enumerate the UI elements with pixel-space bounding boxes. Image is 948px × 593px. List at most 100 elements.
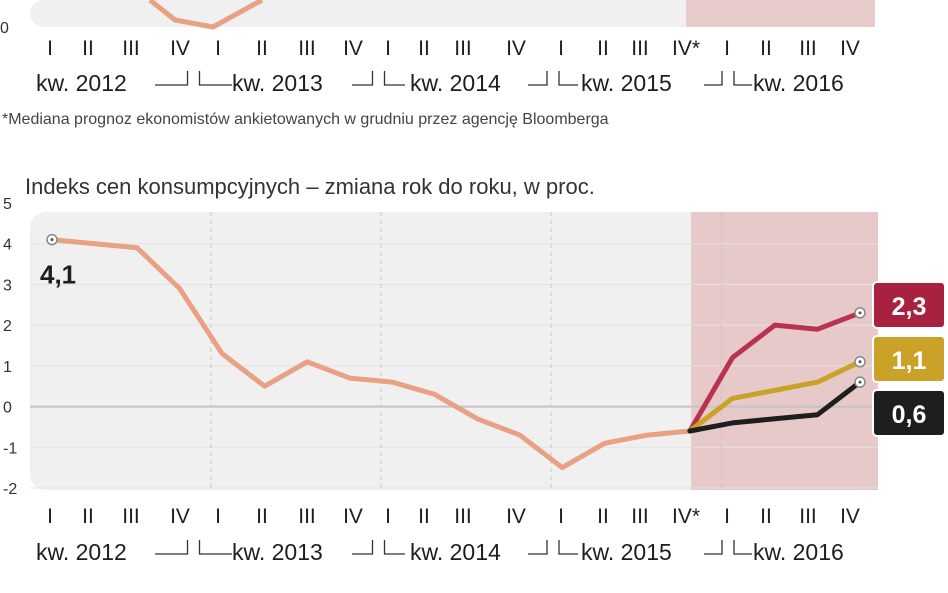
series-line-0 <box>49 237 693 471</box>
y-tick-label: 5 <box>3 196 12 213</box>
year-label: kw. 2015 <box>581 539 672 565</box>
quarter-label: II <box>760 37 772 60</box>
end-value-text: 2,3 <box>892 293 927 321</box>
y-tick-label: 1 <box>3 359 12 376</box>
y-tick-label: 2 <box>3 318 12 335</box>
quarter-label: III <box>122 37 140 60</box>
quarter-label: III <box>799 505 817 528</box>
y-axis-ticks: 5 4 3 2 1 0 -1 -2 <box>3 196 17 498</box>
year-bracket <box>704 71 752 86</box>
quarter-label: IV* <box>672 37 700 60</box>
year-labels: kw. 2012 kw. 2013 kw. 2014 kw. 2015 kw. 2016 <box>36 539 844 565</box>
year-bracket <box>155 71 232 86</box>
top-year-labels: kw. 2012 kw. 2013 kw. 2014 kw. 2015 kw. 2016 <box>36 70 844 96</box>
end-value-badge-2: 0,6 <box>872 389 946 437</box>
year-label: kw. 2014 <box>410 70 501 96</box>
top-footnote: *Mediana prognoz ekonomistów ankietowany… <box>2 111 609 128</box>
top-quarter-labels: I II III IV I II III IV I II III IV I II III IV* I II III I… <box>47 37 860 60</box>
quarter-label: II <box>82 505 94 528</box>
top-ytick-0: 0 <box>0 20 9 37</box>
top-fragment-line <box>148 0 264 30</box>
quarter-label: III <box>454 505 472 528</box>
year-label: kw. 2016 <box>753 70 844 96</box>
series-line-2 <box>687 359 863 434</box>
end-value-badge-bg <box>872 281 946 329</box>
year-label: kw. 2016 <box>753 539 844 565</box>
quarter-label: IV <box>343 505 363 528</box>
year-label: kw. 2015 <box>581 70 672 96</box>
quarter-label: III <box>122 505 140 528</box>
plot-background <box>30 212 878 490</box>
quarter-label: IV <box>506 37 526 60</box>
end-value-badge-0: 2,3 <box>872 281 946 329</box>
top-plot-background <box>30 0 875 27</box>
year-bracket <box>155 540 232 555</box>
first-value-label: 4,1 <box>40 260 76 290</box>
plot-area <box>30 212 878 490</box>
top-forecast-shading <box>686 0 875 27</box>
chart-title: Indeks cen konsumpcyjnych – zmiana rok d… <box>25 174 595 199</box>
quarter-label: II <box>418 37 430 60</box>
end-value-text: 1,1 <box>892 347 927 375</box>
year-bracket <box>528 71 578 86</box>
quarter-label: III <box>799 37 817 60</box>
end-value-text: 0,6 <box>892 401 927 429</box>
quarter-label: IV <box>506 505 526 528</box>
quarter-label: III <box>631 37 649 60</box>
y-tick-label: 0 <box>3 400 12 417</box>
quarter-label: II <box>418 505 430 528</box>
quarter-label: IV <box>170 37 190 60</box>
quarter-label: I <box>558 37 564 60</box>
quarter-label: II <box>82 37 94 60</box>
forecast-shading <box>691 212 878 490</box>
series-lines <box>46 233 866 471</box>
y-tick-label: 4 <box>3 237 12 254</box>
quarter-label: II <box>760 505 772 528</box>
quarter-label: IV <box>840 505 860 528</box>
quarter-label: II <box>597 37 609 60</box>
end-point-marker-2-dot <box>858 380 862 384</box>
year-bracket <box>528 540 578 555</box>
quarter-labels: I II III IV I II III IV I II III IV I II III IV* I II III I… <box>47 505 860 528</box>
quarter-label: II <box>256 505 268 528</box>
year-bracket <box>352 71 405 86</box>
y-tick-label: -2 <box>3 481 17 498</box>
year-bracket <box>704 540 752 555</box>
quarter-label: IV <box>840 37 860 60</box>
y-tick-label: 3 <box>3 277 12 294</box>
year-label: kw. 2014 <box>410 539 501 565</box>
quarter-label: II <box>256 37 268 60</box>
quarter-label: I <box>47 505 53 528</box>
end-point-marker-1-dot <box>858 360 862 364</box>
end-value-badge-bg <box>872 335 946 383</box>
quarter-label: I <box>724 505 730 528</box>
end-point-marker-0-dot <box>858 311 862 315</box>
year-label: kw. 2013 <box>232 539 323 565</box>
series-line-3 <box>687 379 863 434</box>
series-line-1 <box>687 310 863 434</box>
quarter-label: III <box>631 505 649 528</box>
quarter-label: III <box>298 37 316 60</box>
quarter-label: IV* <box>672 505 700 528</box>
quarter-label: I <box>47 37 53 60</box>
quarter-label: I <box>385 505 391 528</box>
first-point-marker-dot <box>50 238 54 242</box>
quarter-label: I <box>558 505 564 528</box>
y-tick-label: -1 <box>3 440 17 457</box>
end-value-badge-bg <box>872 389 946 437</box>
annotations: 4,1 2,3 1,1 0,6 <box>40 260 946 437</box>
end-value-badge-1: 1,1 <box>872 335 946 383</box>
quarter-label: II <box>597 505 609 528</box>
quarter-label: IV <box>170 505 190 528</box>
quarter-label: I <box>215 37 221 60</box>
quarter-label: I <box>385 37 391 60</box>
year-label: kw. 2013 <box>232 70 323 96</box>
year-bracket <box>352 540 405 555</box>
top-fragment: 0 I II III IV I II III IV I II III IV I II III IV* I II II… <box>0 0 875 128</box>
quarter-label: III <box>298 505 316 528</box>
year-label: kw. 2012 <box>36 539 127 565</box>
quarter-label: I <box>215 505 221 528</box>
quarter-label: III <box>454 37 472 60</box>
quarter-label: IV <box>343 37 363 60</box>
